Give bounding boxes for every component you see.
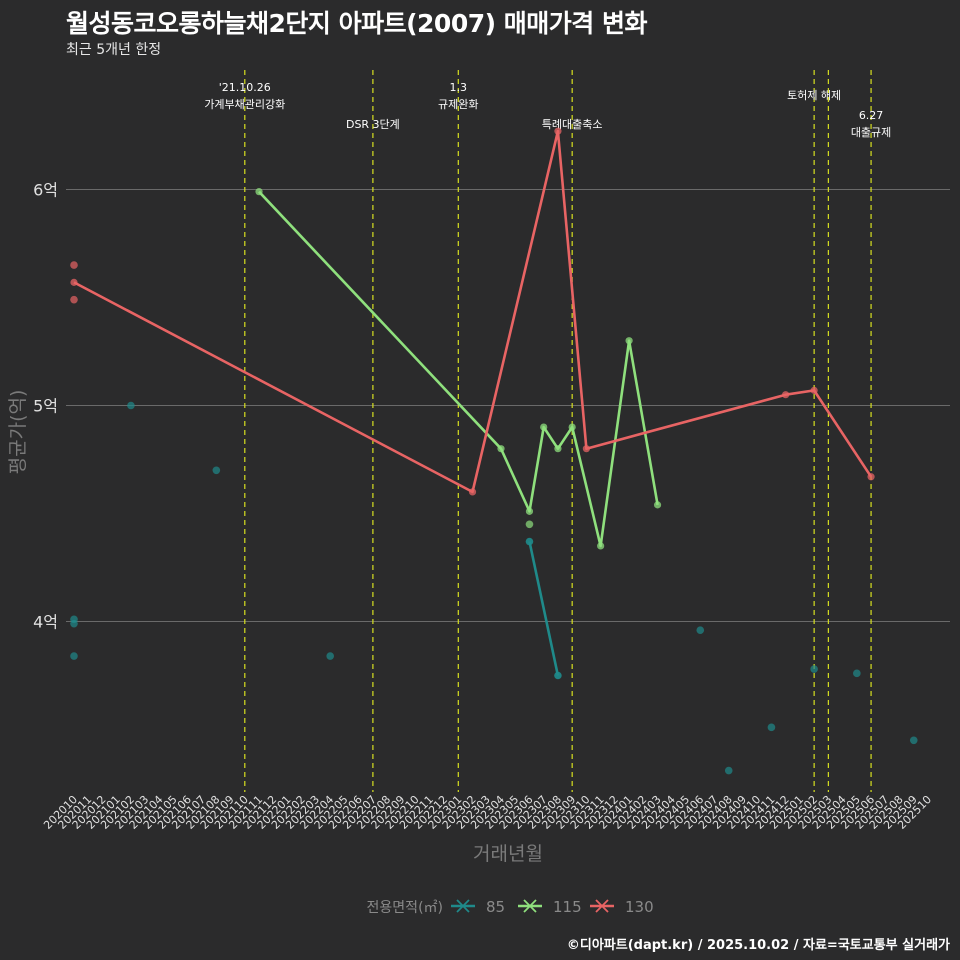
data-point-85 [696, 626, 705, 634]
data-point-115 [497, 445, 505, 453]
event-label: 특례대출축소 [542, 118, 603, 131]
data-point-85 [70, 619, 78, 628]
event-label: 6.27 [859, 109, 884, 122]
data-point-85 [212, 466, 221, 475]
y-tick-label: 4억 [33, 613, 58, 632]
data-point-115 [597, 542, 605, 550]
chart-subtitle: 최근 5개년 한정 [66, 42, 162, 58]
data-point-130 [867, 473, 875, 481]
data-point-130 [70, 295, 78, 304]
event-label: 토허제 해제 [787, 88, 841, 102]
data-point-85 [724, 766, 733, 775]
data-point-115 [255, 188, 263, 196]
event-label: 1.3 [450, 81, 468, 94]
data-point-115 [653, 501, 662, 509]
data-point-85 [767, 723, 776, 732]
legend-label: 115 [553, 898, 582, 916]
data-point-85 [70, 652, 78, 660]
data-point-130 [468, 488, 477, 496]
data-point-85 [853, 669, 861, 678]
data-point-130 [70, 278, 78, 286]
data-point-85 [326, 652, 335, 660]
y-tick-label: 5억 [33, 397, 58, 416]
event-label: '21.10.26 [219, 81, 271, 94]
data-point-115 [525, 520, 534, 529]
x-axis-label: 거래년월 [473, 843, 543, 865]
y-axis-label: 평균가(억) [7, 390, 29, 475]
series-line-130 [73, 129, 873, 494]
y-tick-label: 6억 [33, 181, 58, 200]
legend-key-cross [523, 899, 537, 913]
credit-line: ©디아파트(dapt.kr) / 2025.10.02 / 자료=국토교통부 실… [566, 938, 950, 953]
data-point-85 [127, 401, 135, 410]
legend-label: 130 [625, 898, 654, 916]
legend-key-cross [456, 899, 470, 913]
chart-title: 월성동코오롱하늘채2단지 아파트(2007) 매매가격 변화 [66, 9, 647, 38]
legend-label: 85 [486, 898, 505, 916]
event-label: DSR 3단계 [346, 118, 400, 131]
data-point-115 [525, 507, 534, 515]
data-point-130 [582, 445, 591, 453]
event-label: 규제완화 [438, 98, 478, 111]
event-label: 대출규제 [851, 126, 891, 139]
data-point-130 [782, 391, 790, 399]
data-point-130 [810, 386, 818, 394]
series-line-85 [528, 541, 560, 676]
data-point-115 [554, 445, 562, 453]
data-point-85 [909, 736, 918, 745]
data-point-115 [625, 337, 633, 345]
data-point-130 [554, 127, 562, 135]
data-point-115 [568, 423, 576, 431]
data-point-130 [70, 261, 78, 269]
legend-title: 전용면적(㎡) [367, 900, 443, 916]
data-point-115 [540, 423, 548, 431]
data-point-85 [554, 671, 562, 680]
legend-key-cross [595, 899, 609, 913]
data-point-85 [525, 537, 534, 546]
event-label: 가계부채관리강화 [204, 98, 285, 111]
data-point-85 [810, 665, 818, 673]
